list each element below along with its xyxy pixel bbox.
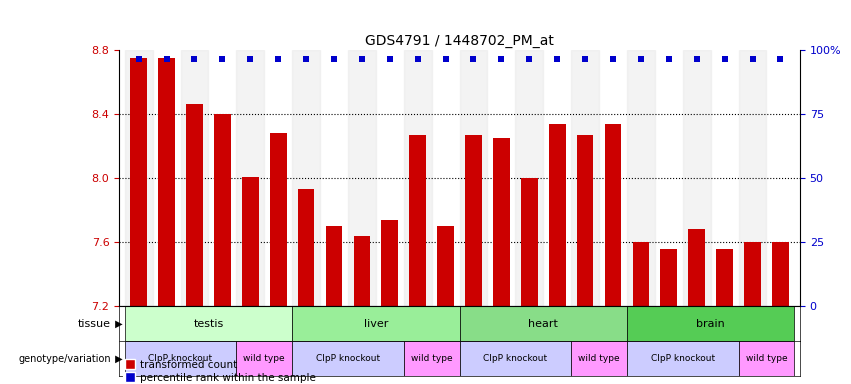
Bar — [571, 341, 627, 376]
Bar — [460, 306, 627, 341]
Bar — [493, 138, 510, 306]
Bar — [270, 133, 287, 306]
Bar — [292, 50, 320, 306]
Text: testis: testis — [193, 319, 224, 329]
Bar — [242, 177, 259, 306]
Bar — [772, 242, 789, 306]
Bar — [186, 104, 203, 306]
Text: brain: brain — [696, 319, 725, 329]
Bar — [237, 341, 292, 376]
Bar — [577, 135, 593, 306]
Bar — [353, 236, 370, 306]
Bar — [516, 50, 543, 306]
Text: tissue: tissue — [77, 319, 111, 329]
Bar — [549, 124, 566, 306]
Text: ClpP knockout: ClpP knockout — [651, 354, 715, 363]
Bar — [298, 189, 315, 306]
Bar — [403, 341, 460, 376]
Bar — [744, 242, 761, 306]
Bar — [437, 226, 454, 306]
Bar — [214, 114, 231, 306]
Bar — [125, 50, 152, 306]
Bar — [125, 306, 292, 341]
Bar — [292, 306, 460, 341]
Bar — [409, 135, 426, 306]
Text: ClpP knockout: ClpP knockout — [483, 354, 547, 363]
Bar — [683, 50, 711, 306]
Text: liver: liver — [363, 319, 388, 329]
Bar — [348, 50, 376, 306]
Bar — [739, 341, 794, 376]
Title: GDS4791 / 1448702_PM_at: GDS4791 / 1448702_PM_at — [365, 33, 554, 48]
Bar — [381, 220, 398, 306]
Bar — [627, 341, 739, 376]
Legend: transformed count, percentile rank within the sample: transformed count, percentile rank withi… — [124, 359, 316, 382]
Text: ClpP knockout: ClpP knockout — [316, 354, 380, 363]
Bar — [660, 249, 677, 306]
Bar — [237, 50, 264, 306]
Bar — [130, 58, 147, 306]
Text: heart: heart — [528, 319, 558, 329]
Text: wild type: wild type — [745, 354, 787, 363]
Text: wild type: wild type — [578, 354, 620, 363]
Bar — [403, 50, 431, 306]
Bar — [465, 135, 482, 306]
Text: genotype/variation: genotype/variation — [18, 354, 111, 364]
Bar — [717, 249, 733, 306]
Bar — [292, 341, 403, 376]
Bar — [688, 229, 705, 306]
Text: ▶: ▶ — [112, 319, 123, 329]
Bar — [460, 341, 571, 376]
Bar — [739, 50, 767, 306]
Bar — [521, 178, 538, 306]
Bar — [604, 124, 621, 306]
Bar — [571, 50, 599, 306]
Bar — [326, 226, 342, 306]
Bar — [632, 242, 649, 306]
Text: wild type: wild type — [243, 354, 285, 363]
Bar — [180, 50, 208, 306]
Text: ClpP knockout: ClpP knockout — [148, 354, 213, 363]
Bar — [460, 50, 488, 306]
Bar — [627, 50, 655, 306]
Bar — [125, 341, 237, 376]
Text: ▶: ▶ — [112, 354, 123, 364]
Bar — [158, 58, 175, 306]
Bar — [627, 306, 794, 341]
Text: wild type: wild type — [411, 354, 453, 363]
